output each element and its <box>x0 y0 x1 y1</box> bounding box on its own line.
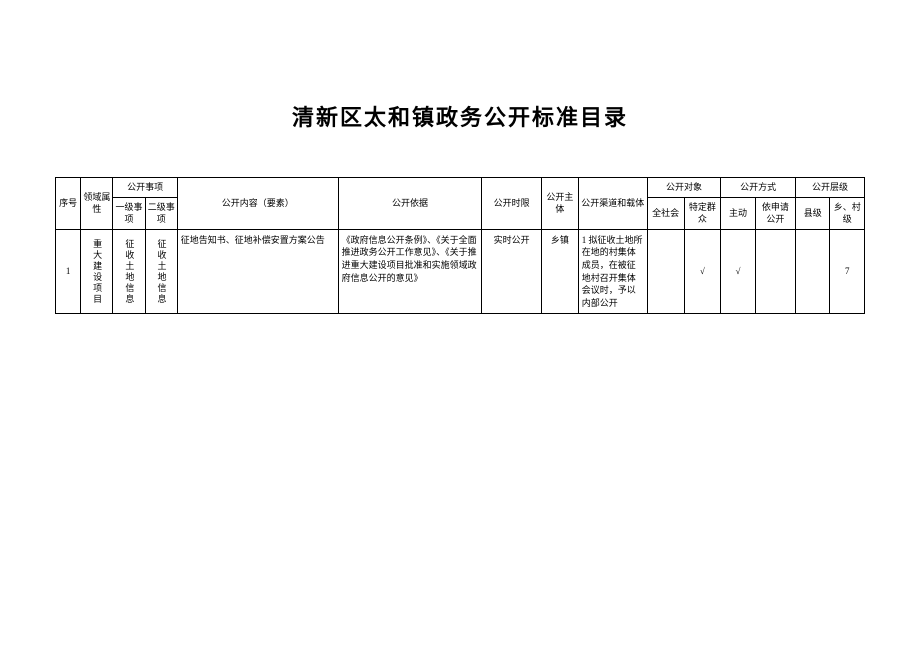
header-content: 公开内容（要素） <box>177 178 338 230</box>
table-row: 1 重大建设项目 征收土地信息 征收土地信息 征地告知书、征地补偿安置方案公告 … <box>56 229 865 314</box>
header-level-group: 公开层级 <box>795 178 864 198</box>
cell-domain: 重大建设项目 <box>81 229 113 314</box>
header-level-village: 乡、村级 <box>830 197 865 229</box>
cell-level-county <box>795 229 829 314</box>
header-domain: 领域属性 <box>81 178 113 230</box>
cell-seq: 1 <box>56 229 81 314</box>
cell-timing: 实时公开 <box>482 229 542 314</box>
disclosure-table: 序号 领域属性 公开事项 公开内容（要素） 公开依据 公开时限 公开主体 公开渠… <box>55 177 865 314</box>
cell-channel: 1 拟征收土地所在地的村集体成员，在被征地村召开集体会议时，予以内部公开 <box>578 229 647 314</box>
cell-target-all <box>647 229 684 314</box>
header-target-all: 全社会 <box>647 197 684 229</box>
cell-basis: 《政府信息公开条例》、《关于全面推进政务公开工作意见》、《关于推进重大建设项目批… <box>338 229 482 314</box>
header-channel: 公开渠道和载体 <box>578 178 647 230</box>
header-row-1: 序号 领域属性 公开事项 公开内容（要素） 公开依据 公开时限 公开主体 公开渠… <box>56 178 865 198</box>
header-level-county: 县级 <box>795 197 829 229</box>
header-basis: 公开依据 <box>338 178 482 230</box>
cell-target-specific: √ <box>684 229 721 314</box>
header-method-group: 公开方式 <box>721 178 796 198</box>
header-method-active: 主动 <box>721 197 755 229</box>
header-target-group: 公开对象 <box>647 178 721 198</box>
cell-body: 乡镇 <box>542 229 579 314</box>
header-item-l2: 二级事项 <box>145 197 177 229</box>
cell-item-l1: 征收土地信息 <box>113 229 145 314</box>
page-title: 清新区太和镇政务公开标准目录 <box>55 100 865 132</box>
cell-method-active: √ <box>721 229 755 314</box>
header-method-apply: 依申请公开 <box>755 197 795 229</box>
cell-method-apply <box>755 229 795 314</box>
header-body: 公开主体 <box>542 178 579 230</box>
header-target-specific: 特定群众 <box>684 197 721 229</box>
header-seq: 序号 <box>56 178 81 230</box>
header-items-group: 公开事项 <box>113 178 177 198</box>
cell-item-l2: 征收土地信息 <box>145 229 177 314</box>
cell-level-village: 7 <box>830 229 865 314</box>
cell-content: 征地告知书、征地补偿安置方案公告 <box>177 229 338 314</box>
header-item-l1: 一级事项 <box>113 197 145 229</box>
header-timing: 公开时限 <box>482 178 542 230</box>
